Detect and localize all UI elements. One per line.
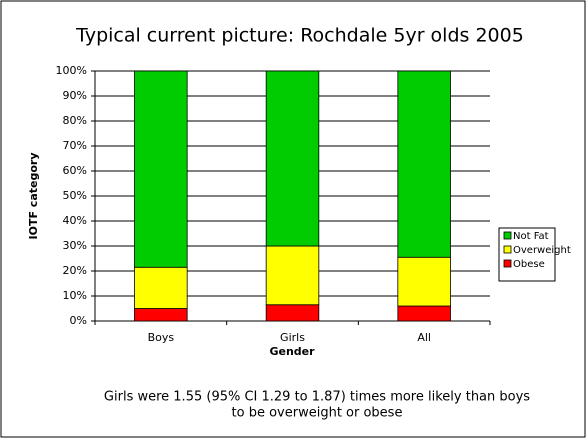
y-tick-label: 20%	[63, 264, 87, 277]
y-tick-label: 70%	[63, 139, 87, 152]
legend-swatch	[503, 259, 512, 268]
chart-title: Typical current picture: Rochdale 5yr ol…	[75, 25, 524, 47]
y-tick-label: 90%	[63, 89, 87, 102]
bar-segment	[134, 308, 188, 322]
legend-label: Obese	[513, 259, 545, 270]
x-tick-label: All	[417, 331, 431, 344]
y-tick-label: 50%	[63, 189, 87, 202]
caption: to be overweight or obese	[232, 406, 403, 421]
legend-label: Overweight	[513, 245, 571, 256]
x-tick-label: Boys	[148, 331, 175, 344]
y-tick-label: 100%	[56, 64, 87, 77]
bar-segment	[397, 305, 451, 322]
legend-swatch	[503, 245, 512, 254]
bar-segment	[134, 266, 188, 309]
y-tick-label: 30%	[63, 239, 87, 252]
y-tick-label: 40%	[63, 214, 87, 227]
bar-segment	[265, 70, 320, 247]
bar-segment	[265, 245, 320, 306]
x-axis-label: Gender	[269, 345, 315, 358]
y-tick-label: 10%	[63, 289, 87, 302]
y-tick-label: 60%	[63, 164, 87, 177]
caption: Girls were 1.55 (95% CI 1.29 to 1.87) ti…	[104, 390, 530, 405]
y-tick-label: 80%	[63, 114, 87, 127]
x-tick-label: Girls	[280, 331, 305, 344]
y-axis-label: IOTF category	[27, 153, 40, 240]
legend-swatch	[503, 231, 512, 240]
bar-segment	[397, 70, 451, 258]
bar-segment	[265, 304, 320, 322]
y-tick-label: 0%	[70, 314, 87, 327]
bar-segment	[134, 70, 188, 268]
legend-label: Not Fat	[513, 231, 549, 242]
bar-segment	[397, 256, 451, 307]
